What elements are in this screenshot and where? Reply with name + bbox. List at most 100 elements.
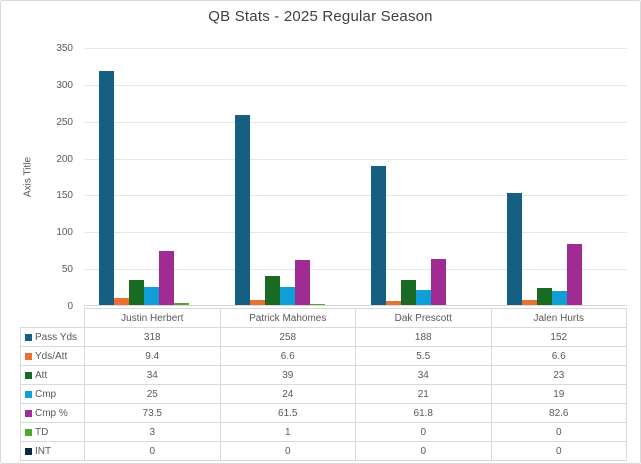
value-td-jalen-hurts: 0 xyxy=(490,422,627,442)
table-row-yds-att: Yds/Att 9.4 6.6 5.5 6.6 xyxy=(20,346,627,366)
legend-cell-td: TD xyxy=(20,422,85,442)
legend-cell-cmp: Cmp xyxy=(20,384,85,404)
legend-swatch-int xyxy=(25,447,32,455)
bar-group-justin-herbert xyxy=(84,48,220,305)
value-pass-yds-dak-prescott: 188 xyxy=(355,327,492,347)
value-yds-att-patrick-mahomes: 6.6 xyxy=(219,346,356,366)
value-cmp-justin-herbert: 73.5 xyxy=(84,403,221,423)
gridline-350 xyxy=(84,48,627,49)
bar-cmp-patrick-mahomes xyxy=(280,287,296,305)
gridline-150 xyxy=(84,195,627,197)
value-cmp-patrick-mahomes: 61.5 xyxy=(219,403,356,423)
legend-cell-cmp: Cmp % xyxy=(20,403,85,423)
bar-att-justin-herbert xyxy=(129,280,145,305)
value-cmp-jalen-hurts: 82.6 xyxy=(490,403,627,423)
value-pass-yds-justin-herbert: 318 xyxy=(84,327,221,347)
bar-yds-att-patrick-mahomes xyxy=(250,300,266,305)
table-row-cmp: Cmp 25 24 21 19 xyxy=(20,384,627,404)
legend-cell-pass-yds: Pass Yds xyxy=(20,327,85,347)
gridline-300 xyxy=(84,84,627,86)
bar-group-jalen-hurts xyxy=(491,48,627,305)
legend-swatch-cmp xyxy=(25,409,32,417)
bar-cmp-patrick-mahomes xyxy=(295,260,311,305)
value-yds-att-justin-herbert: 9.4 xyxy=(84,346,221,366)
y-tick-label-150: 150 xyxy=(56,190,73,202)
bar-cmp-dak-prescott xyxy=(415,290,431,305)
legend-cell-att: Att xyxy=(20,365,85,385)
y-tick-label-200: 200 xyxy=(56,153,73,165)
value-att-dak-prescott: 34 xyxy=(355,365,492,385)
value-yds-att-jalen-hurts: 6.6 xyxy=(490,346,627,366)
gridline-250 xyxy=(84,121,627,123)
value-pass-yds-jalen-hurts: 152 xyxy=(490,327,627,347)
gridline-100 xyxy=(84,232,627,234)
y-tick-label-50: 50 xyxy=(61,264,73,276)
bar-group-patrick-mahomes xyxy=(220,48,356,305)
value-int-dak-prescott: 0 xyxy=(355,441,492,461)
value-cmp-dak-prescott: 21 xyxy=(355,384,492,404)
legend-cell-int: INT xyxy=(20,441,85,461)
bar-group-dak-prescott xyxy=(356,48,492,305)
value-td-dak-prescott: 0 xyxy=(355,422,492,442)
legend-cell-yds-att: Yds/Att xyxy=(20,346,85,366)
category-header-patrick-mahomes: Patrick Mahomes xyxy=(219,308,356,328)
legend-swatch-yds-att xyxy=(25,352,32,360)
value-cmp-patrick-mahomes: 24 xyxy=(219,384,356,404)
bar-td-patrick-mahomes xyxy=(310,304,326,305)
legend-swatch-td xyxy=(25,428,32,436)
table-row-td: TD 3 1 0 0 xyxy=(20,422,627,442)
bar-yds-att-justin-herbert xyxy=(114,298,130,305)
value-int-patrick-mahomes: 0 xyxy=(219,441,356,461)
bar-cmp-jalen-hurts xyxy=(551,291,567,305)
value-td-patrick-mahomes: 1 xyxy=(219,422,356,442)
bar-td-justin-herbert xyxy=(174,303,190,305)
bar-cmp-jalen-hurts xyxy=(566,244,582,305)
value-int-jalen-hurts: 0 xyxy=(490,441,627,461)
y-tick-label-300: 300 xyxy=(56,79,73,91)
value-cmp-jalen-hurts: 19 xyxy=(490,384,627,404)
bar-yds-att-dak-prescott xyxy=(385,301,401,305)
bar-cmp-dak-prescott xyxy=(430,259,446,305)
y-tick-label-0: 0 xyxy=(67,301,73,312)
value-cmp-justin-herbert: 25 xyxy=(84,384,221,404)
y-tick-label-100: 100 xyxy=(56,227,73,239)
table-header-row: Justin Herbert Patrick Mahomes Dak Prescot… xyxy=(21,308,627,328)
category-header-dak-prescott: Dak Prescott xyxy=(355,308,492,328)
bar-pass-yds-patrick-mahomes xyxy=(235,115,251,305)
bar-cmp-justin-herbert xyxy=(144,287,160,305)
bar-pass-yds-justin-herbert xyxy=(99,71,115,305)
bar-pass-yds-jalen-hurts xyxy=(506,193,522,305)
legend-swatch-pass-yds xyxy=(25,333,32,341)
category-header-jalen-hurts: Jalen Hurts xyxy=(490,308,627,328)
value-att-justin-herbert: 34 xyxy=(84,365,221,385)
table-corner-cell xyxy=(21,309,85,328)
table-row-att: Att 34 39 34 23 xyxy=(20,365,627,385)
plot-area xyxy=(84,48,627,306)
gridline-50 xyxy=(84,269,627,271)
y-tick-label-350: 350 xyxy=(56,43,73,54)
data-table: Justin Herbert Patrick Mahomes Dak Prescot… xyxy=(20,308,627,461)
bar-yds-att-jalen-hurts xyxy=(521,300,537,305)
bar-att-dak-prescott xyxy=(400,280,416,305)
value-att-jalen-hurts: 23 xyxy=(490,365,627,385)
y-tick-label-250: 250 xyxy=(56,116,73,128)
bar-att-jalen-hurts xyxy=(536,288,552,305)
bar-cmp-justin-herbert xyxy=(159,251,175,305)
table-row-pass-yds: Pass Yds 318 258 188 152 xyxy=(20,327,627,347)
legend-swatch-att xyxy=(25,371,32,379)
gridline-200 xyxy=(84,158,627,160)
bar-pass-yds-dak-prescott xyxy=(370,166,386,305)
value-yds-att-dak-prescott: 5.5 xyxy=(355,346,492,366)
value-cmp-dak-prescott: 61.8 xyxy=(355,403,492,423)
chart-title: QB Stats - 2025 Regular Season xyxy=(208,8,433,25)
table-row-int: INT 0 0 0 0 xyxy=(20,441,627,461)
value-td-justin-herbert: 3 xyxy=(84,422,221,442)
bar-att-patrick-mahomes xyxy=(265,276,281,305)
category-header-justin-herbert: Justin Herbert xyxy=(84,308,221,328)
legend-swatch-cmp xyxy=(25,390,32,398)
table-row-cmp: Cmp % 73.5 61.5 61.8 82.6 xyxy=(20,403,627,423)
value-att-patrick-mahomes: 39 xyxy=(219,365,356,385)
value-pass-yds-patrick-mahomes: 258 xyxy=(219,327,356,347)
value-int-justin-herbert: 0 xyxy=(84,441,221,461)
